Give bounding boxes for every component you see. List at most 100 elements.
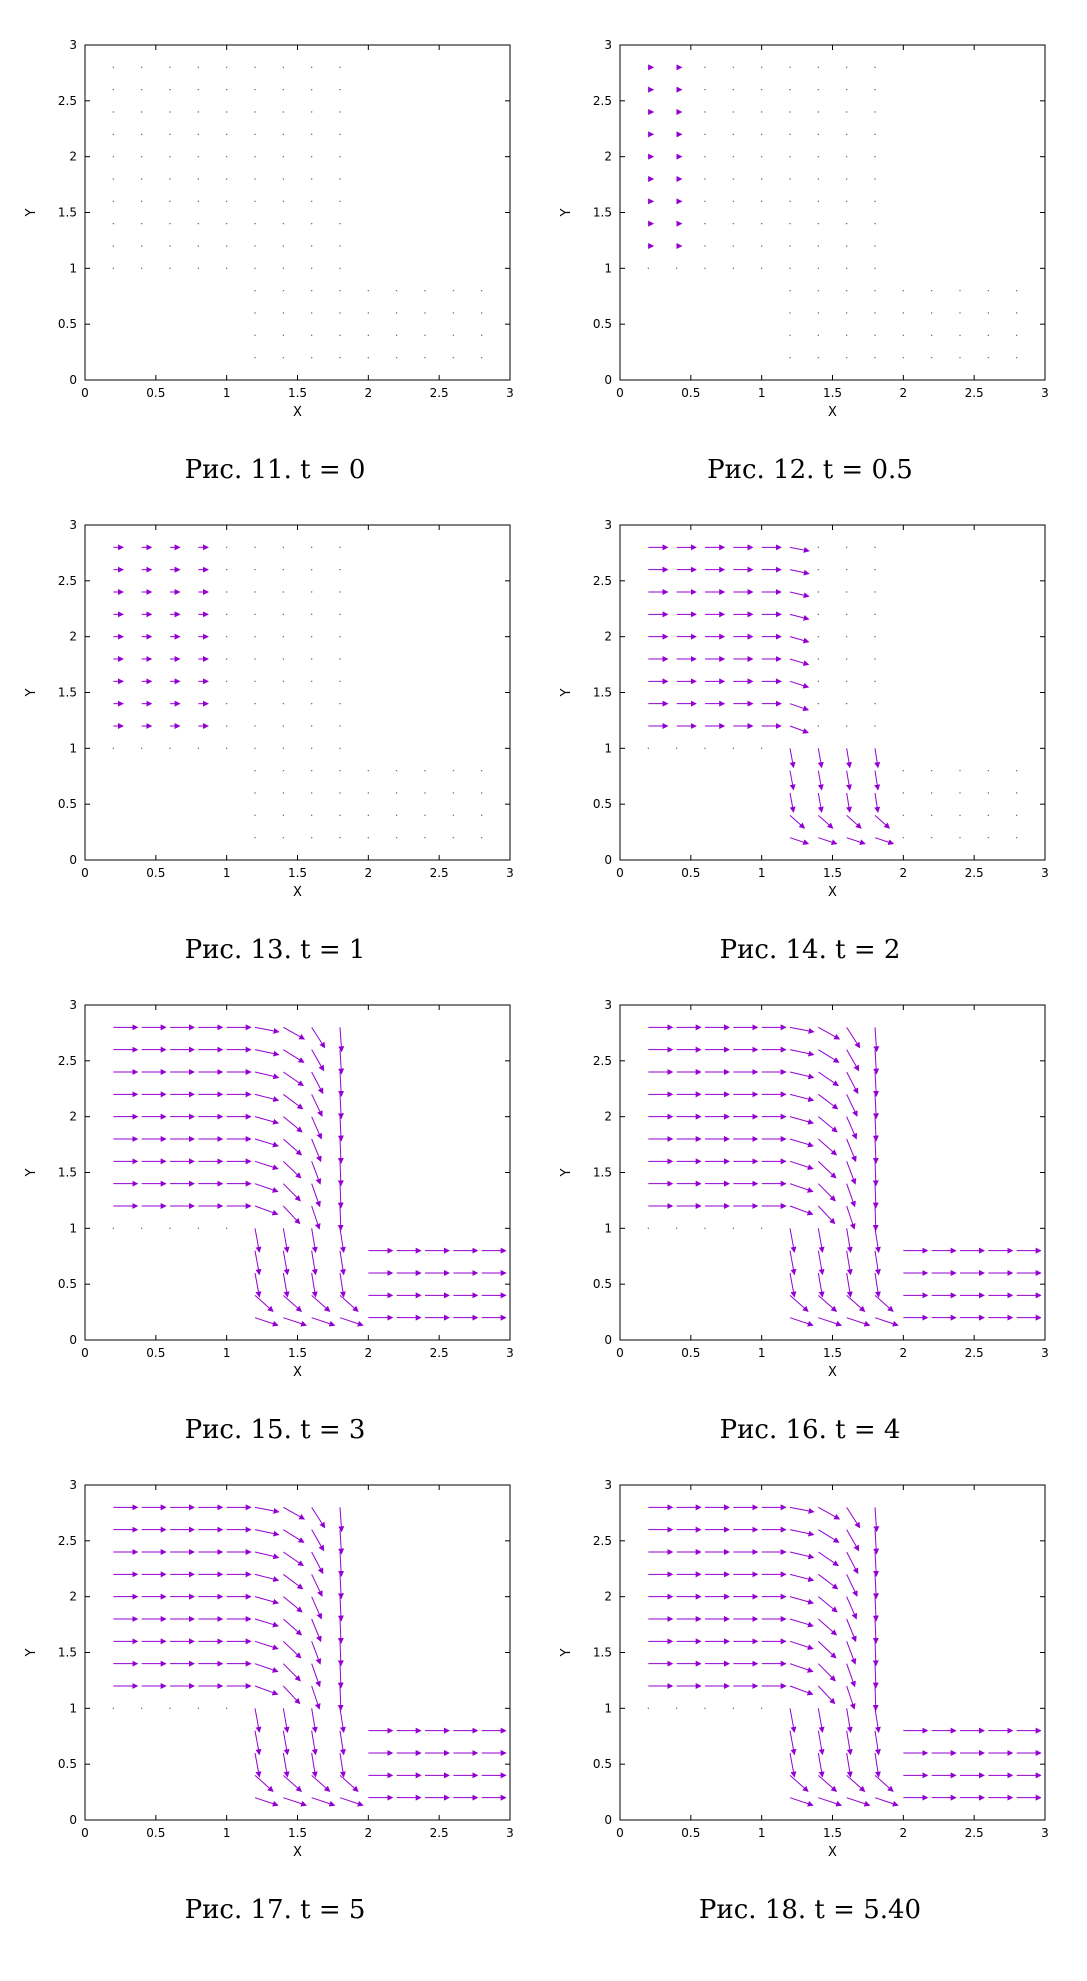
y-tick-label: 0: [604, 1333, 612, 1347]
vector-arrow: [311, 1708, 318, 1733]
vector-arrow: [339, 1250, 346, 1276]
x-tick-label: 1: [223, 386, 231, 400]
x-tick-label: 2: [900, 1346, 908, 1360]
vector-arrow: [872, 1161, 879, 1187]
vector-point: [480, 792, 483, 794]
x-tick-label: 3: [1041, 1346, 1049, 1360]
vector-arrow: [338, 1027, 345, 1053]
vector-arrow: [846, 1551, 859, 1575]
vector-arrow: [874, 1317, 899, 1327]
vector-point: [845, 66, 848, 69]
vector-point: [452, 356, 455, 359]
vector-arrow: [874, 1708, 881, 1734]
vector-point: [817, 222, 820, 225]
vector-point: [282, 680, 285, 683]
vector-point: [874, 356, 876, 359]
vector-point: [480, 334, 483, 337]
vector-point: [902, 769, 905, 772]
vector-arrow: [254, 1596, 280, 1605]
vector-arrow: [846, 1641, 857, 1665]
vector-point: [310, 178, 313, 180]
y-tick-label: 2.5: [58, 94, 77, 108]
vector-arrow: [846, 837, 866, 846]
vector-point: [112, 222, 115, 225]
vector-point: [675, 1227, 678, 1230]
vector-arrow: [789, 636, 810, 644]
vector-arrow: [872, 1116, 879, 1142]
y-tick-label: 3: [69, 998, 77, 1012]
y-tick-label: 1.5: [593, 1646, 612, 1660]
vector-arrow: [789, 1685, 814, 1696]
vector-arrow: [311, 1228, 318, 1253]
plot-frame: [84, 1484, 511, 1821]
vector-point: [424, 312, 426, 314]
vector-point: [732, 200, 735, 203]
vector-point: [254, 155, 256, 158]
vector-point: [452, 814, 455, 817]
vector-point: [197, 66, 200, 69]
y-tick-label: 1: [69, 1701, 77, 1715]
vector-point: [874, 200, 876, 203]
x-tick-label: 3: [506, 866, 514, 880]
vector-point: [817, 111, 820, 113]
vector-point: [112, 245, 115, 247]
vector-point: [282, 725, 285, 727]
x-tick-label: 2.5: [430, 866, 449, 880]
vector-arrow: [789, 837, 810, 846]
vector-point: [310, 568, 313, 571]
vector-point: [254, 613, 256, 616]
vector-point: [254, 568, 256, 571]
vector-point: [395, 356, 398, 359]
vector-arrow: [337, 1596, 344, 1622]
vector-point: [225, 200, 228, 203]
vector-point: [254, 747, 256, 750]
y-axis-label: Y: [24, 1648, 39, 1657]
y-tick-label: 2: [69, 150, 77, 164]
vector-arrow: [283, 1049, 305, 1063]
vector-point: [817, 245, 820, 247]
vector-point: [760, 222, 763, 225]
vector-point: [140, 245, 143, 247]
vector-point: [874, 312, 876, 314]
vector-point: [169, 155, 171, 158]
x-tick-label: 2: [900, 386, 908, 400]
vector-arrow: [311, 1507, 326, 1529]
x-tick-label: 2.5: [430, 1346, 449, 1360]
vector-arrow: [846, 1228, 853, 1253]
vector-arrow: [817, 1205, 836, 1225]
vector-arrow: [846, 1663, 856, 1688]
x-tick-label: 0.5: [146, 386, 165, 400]
vector-arrow: [818, 1529, 840, 1543]
vector-point: [254, 702, 256, 705]
vector-arrow: [872, 1205, 879, 1231]
vector-point: [225, 222, 228, 225]
vector-arrow: [872, 1574, 879, 1600]
vector-arrow: [283, 1551, 304, 1567]
vector-point: [197, 222, 200, 225]
vector-arrow: [789, 1573, 815, 1582]
vector-arrow: [311, 1161, 322, 1185]
vector-point: [310, 200, 313, 203]
vector-point: [112, 88, 115, 91]
y-tick-label: 1.5: [593, 1166, 612, 1180]
vector-arrow: [789, 1317, 814, 1327]
vector-arrow: [846, 1797, 871, 1807]
vector-point: [169, 222, 171, 225]
vector-point: [140, 222, 143, 225]
vector-point: [789, 155, 791, 158]
vector-point: [339, 334, 341, 337]
vector-point: [930, 312, 933, 314]
vector-arrow: [817, 1250, 825, 1276]
vector-arrow: [254, 1730, 262, 1756]
vector-point: [704, 1227, 706, 1230]
vector-point: [874, 267, 876, 270]
vector-arrow: [339, 1294, 359, 1312]
vector-point: [367, 289, 370, 292]
vector-point: [845, 591, 848, 593]
x-tick-label: 3: [506, 1346, 514, 1360]
plot-frame: [619, 1484, 1046, 1821]
vector-point: [452, 792, 455, 794]
vector-point: [339, 769, 341, 772]
x-axis-label: X: [828, 885, 837, 900]
vector-arrow: [282, 1685, 301, 1705]
